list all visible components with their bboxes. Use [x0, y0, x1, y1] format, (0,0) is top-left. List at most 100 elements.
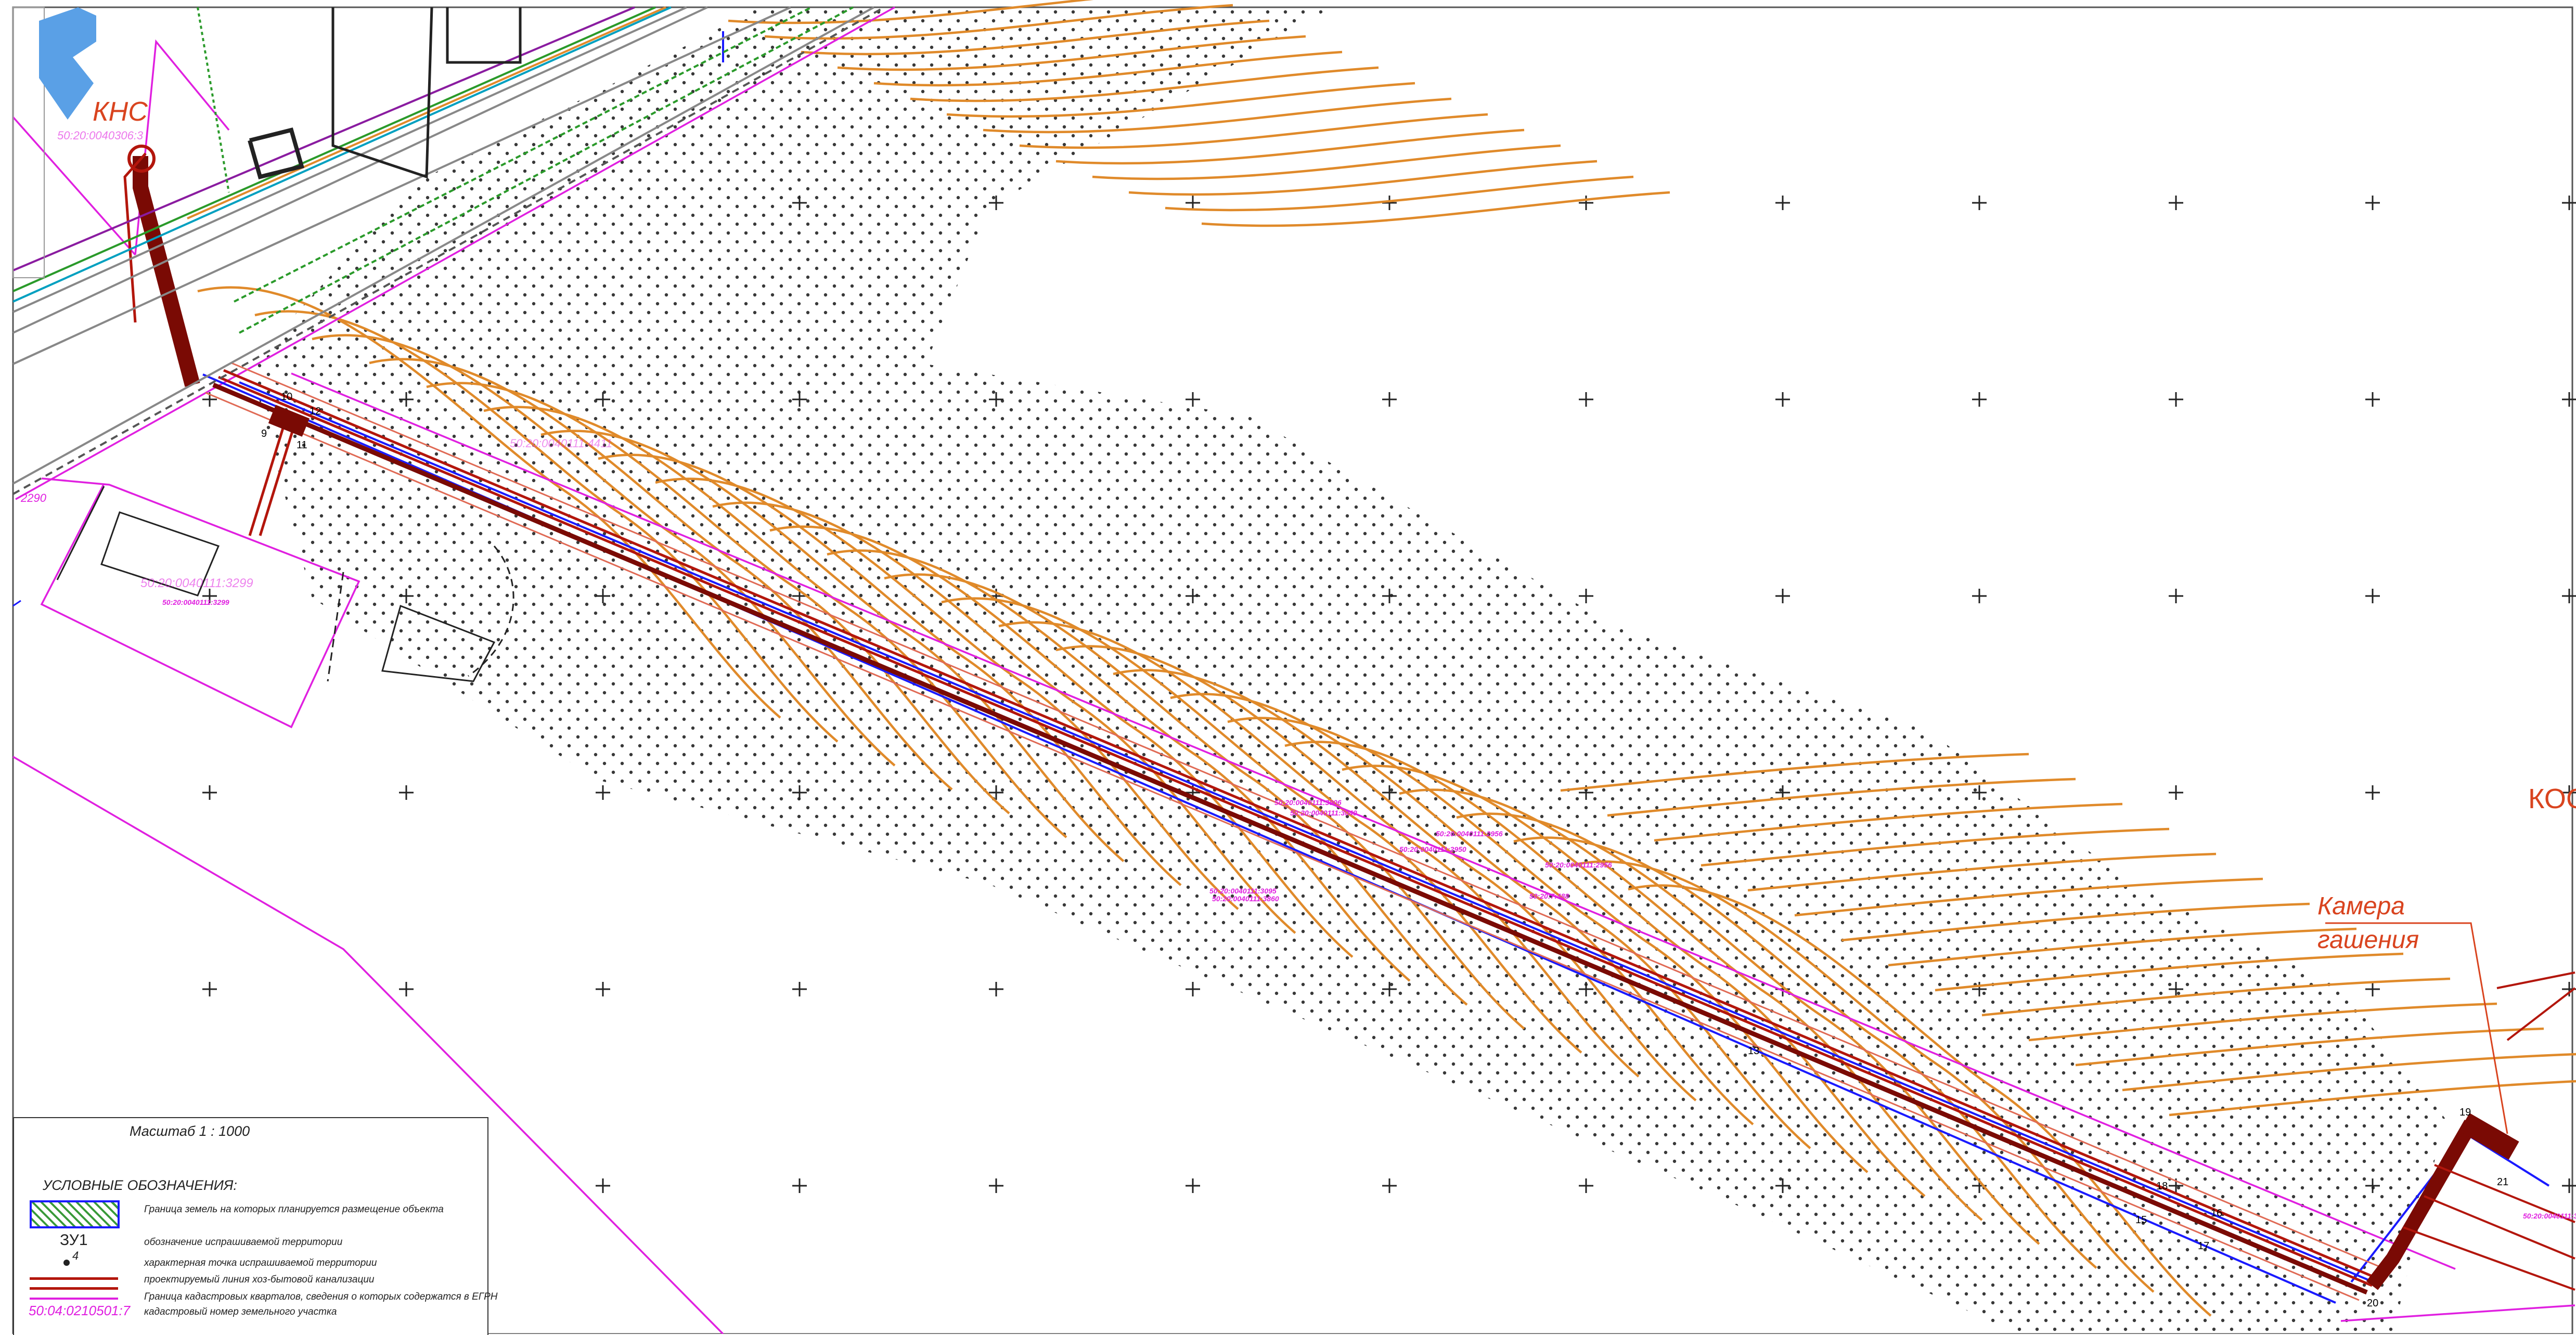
contour-line — [946, 82, 1415, 118]
grid-cross — [596, 982, 610, 996]
parcel-number: 50:20:0040111:3860 — [1212, 895, 1279, 903]
contour-line — [1342, 764, 1926, 1197]
legend-heading: УСЛОВНЫЕ ОБОЗНАЧЕНИЯ: — [43, 1177, 237, 1193]
legend-text: обозначение испрашиваемой территории — [144, 1237, 343, 1248]
grid-cross — [2365, 589, 2380, 603]
grid-cross — [399, 392, 414, 407]
contour-line — [910, 66, 1379, 102]
structures — [56, 486, 514, 682]
chamber-label-line1: Камера — [2317, 892, 2405, 920]
grid-cross — [792, 392, 807, 407]
grid-cross — [989, 196, 1003, 210]
parcel-number: 50:20:0040111:2956 — [1545, 861, 1612, 869]
grid-cross — [989, 1178, 1003, 1193]
legend-symbol-double-red-line — [30, 1277, 118, 1290]
contour-line — [1284, 741, 1869, 1173]
contour-line — [827, 549, 1411, 982]
grid-cross — [399, 589, 414, 603]
contour-line — [712, 501, 1296, 934]
grid-cross — [2365, 1178, 2380, 1193]
legend-symbol-cadastral-number: 50:04:0210501:7 — [29, 1303, 131, 1318]
grid-cross — [1186, 589, 1200, 603]
parcel-number: 50:20:0040111:2950 — [1399, 845, 1466, 853]
boundary-point-number: 13 — [1748, 1045, 1760, 1057]
chamber-label-line2: гашения — [2317, 926, 2419, 954]
contour-line — [1055, 645, 1640, 1078]
grid-cross — [2365, 785, 2380, 800]
boundary-point-number: 21 — [2497, 1176, 2509, 1188]
legend-symbol-hatched-box — [30, 1200, 120, 1228]
grid-cross — [596, 392, 610, 407]
contour-line — [1607, 777, 2076, 817]
contour-line — [1981, 977, 2451, 1017]
contour-line — [1113, 669, 1697, 1101]
parcel-number: 50:20:0040111:3299 — [162, 598, 229, 606]
grid-cross — [202, 785, 217, 800]
grid-cross — [1972, 982, 1987, 996]
contour-line — [1794, 877, 2263, 917]
sewer-pipeline — [123, 145, 2576, 1301]
contour-line — [873, 50, 1343, 87]
contour-line — [1201, 191, 1670, 227]
contour-line — [1747, 852, 2217, 892]
contour-line — [728, 0, 1093, 24]
parcel-number: 50:20:0040111:2956 — [1436, 829, 1503, 838]
grid-cross — [1775, 196, 1790, 210]
grid-cross — [596, 785, 610, 800]
contour-line — [837, 35, 1306, 71]
boundary-point-number: 20 — [2367, 1298, 2379, 1309]
grid-cross — [1382, 785, 1397, 800]
contour-line — [801, 19, 1270, 56]
contour-line — [1019, 113, 1488, 149]
grid-cross — [1972, 589, 1987, 603]
legend-symbol-magenta-line — [30, 1298, 118, 1300]
contour-line — [1128, 160, 1598, 196]
grid-cross — [1382, 392, 1397, 407]
legend-panel: Масштаб 1 : 1000 УСЛОВНЫЕ ОБОЗНАЧЕНИЯ: Г… — [13, 1117, 497, 1335]
parcel-number: 50:20:0040111:3299 — [140, 576, 253, 590]
boundary-point-number: 19 — [2459, 1107, 2471, 1118]
contour-line — [1399, 788, 1983, 1221]
meadow-area — [250, 7, 2445, 1334]
contour-line — [2169, 1080, 2576, 1117]
koc-label: КОС — [2528, 783, 2576, 814]
contour-line — [1092, 144, 1561, 180]
contour-line — [941, 597, 1525, 1030]
boundary-point-number: 18 — [2156, 1181, 2168, 1192]
legend-symbol-point — [63, 1260, 70, 1266]
contour-line — [1888, 927, 2357, 967]
boundary-point-number: 10 — [281, 391, 293, 403]
grid-cross — [399, 785, 414, 800]
road-utilities — [12, 6, 885, 495]
contour-line — [1560, 753, 2029, 792]
grid-cross — [1775, 589, 1790, 603]
parcel-number: 50:20:0040111:3101 — [2523, 1212, 2576, 1220]
contour-line — [983, 97, 1452, 134]
grid-cross — [1382, 982, 1397, 996]
grid-cross — [202, 589, 217, 603]
boundary-point-number: 16 — [2211, 1208, 2223, 1219]
grid-cross — [596, 1178, 610, 1193]
contour-line — [769, 525, 1354, 958]
contour-line — [1654, 802, 2123, 842]
grid-cross — [989, 392, 1003, 407]
grid-cross — [792, 982, 807, 996]
contour-line — [1170, 693, 1754, 1125]
contour-line — [1165, 175, 1634, 212]
contour-line — [2122, 1053, 2576, 1092]
grid-cross — [1579, 196, 1593, 210]
contour-line — [1055, 128, 1525, 165]
kns-label: КНС — [93, 97, 148, 127]
grid-cross — [792, 785, 807, 800]
grid-cross — [2562, 589, 2576, 603]
parcel-number: 50:20:0040111:3095 — [1209, 887, 1277, 895]
grid-cross — [2365, 982, 2380, 996]
contour-line — [1570, 860, 2155, 1293]
contour-line — [1513, 836, 2097, 1269]
grid-cross — [792, 196, 807, 210]
grid-cross — [792, 1178, 807, 1193]
boundary-point-number: 9 — [261, 428, 267, 439]
contour-line — [1841, 902, 2310, 942]
legend-text: кадастровый номер земельного участка — [144, 1306, 337, 1317]
